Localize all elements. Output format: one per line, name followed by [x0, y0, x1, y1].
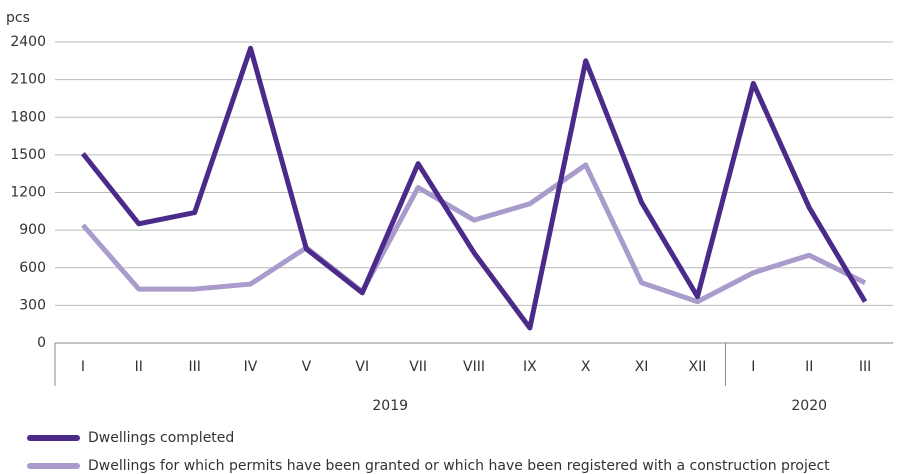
y-tick-label: 900 — [19, 222, 46, 238]
y-tick-label: 600 — [19, 260, 46, 276]
x-tick-label: X — [581, 359, 591, 375]
y-tick-label: 1200 — [10, 185, 46, 201]
y-tick-label: 1500 — [10, 147, 46, 163]
x-tick-label: I — [81, 359, 85, 375]
x-tick-label: XI — [635, 359, 649, 375]
x-tick-label: III — [188, 359, 200, 375]
x-tick-label: IV — [244, 359, 258, 375]
x-tick-label: VII — [409, 359, 427, 375]
series-line — [80, 45, 868, 331]
x-tick-label: XII — [689, 359, 707, 375]
x-tick-label: V — [302, 359, 312, 375]
y-tick-label: 2100 — [10, 72, 46, 88]
y-tick-label: 1800 — [10, 109, 46, 125]
x-tick-label: III — [859, 359, 871, 375]
group-label: 2019 — [372, 398, 408, 414]
x-tick-label: II — [805, 359, 813, 375]
y-unit: pcs — [6, 10, 30, 26]
legend-label: Dwellings completed — [88, 430, 234, 446]
y-tick-label: 0 — [37, 335, 46, 351]
group-label: 2020 — [791, 398, 827, 414]
x-tick-label: I — [751, 359, 755, 375]
y-tick-label: 2400 — [10, 34, 46, 50]
x-tick-label: VI — [355, 359, 369, 375]
legend-label: Dwellings for which permits have been gr… — [88, 458, 830, 474]
x-tick-label: VIII — [463, 359, 485, 375]
x-tick-label: II — [135, 359, 143, 375]
series-line — [81, 162, 867, 305]
y-tick-label: 300 — [19, 297, 46, 313]
x-tick-label: IX — [523, 359, 537, 375]
